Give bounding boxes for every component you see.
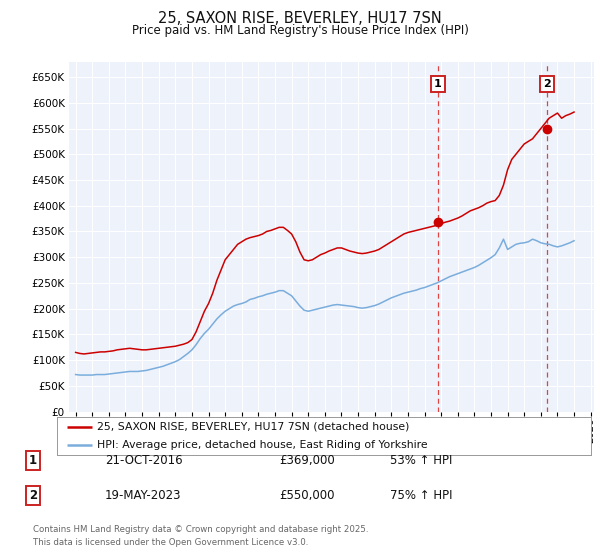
Text: 21-OCT-2016: 21-OCT-2016 bbox=[105, 454, 182, 467]
Text: Price paid vs. HM Land Registry's House Price Index (HPI): Price paid vs. HM Land Registry's House … bbox=[131, 24, 469, 36]
Text: 2: 2 bbox=[29, 489, 37, 502]
Text: HPI: Average price, detached house, East Riding of Yorkshire: HPI: Average price, detached house, East… bbox=[97, 440, 428, 450]
Text: 2: 2 bbox=[543, 80, 551, 90]
Text: 25, SAXON RISE, BEVERLEY, HU17 7SN (detached house): 25, SAXON RISE, BEVERLEY, HU17 7SN (deta… bbox=[97, 422, 409, 432]
Text: 1: 1 bbox=[29, 454, 37, 467]
Text: £369,000: £369,000 bbox=[279, 454, 335, 467]
Text: 53% ↑ HPI: 53% ↑ HPI bbox=[390, 454, 452, 467]
Text: 19-MAY-2023: 19-MAY-2023 bbox=[105, 489, 182, 502]
Text: 25, SAXON RISE, BEVERLEY, HU17 7SN: 25, SAXON RISE, BEVERLEY, HU17 7SN bbox=[158, 11, 442, 26]
Text: £550,000: £550,000 bbox=[279, 489, 335, 502]
Text: Contains HM Land Registry data © Crown copyright and database right 2025.
This d: Contains HM Land Registry data © Crown c… bbox=[33, 525, 368, 547]
Text: 75% ↑ HPI: 75% ↑ HPI bbox=[390, 489, 452, 502]
Text: 1: 1 bbox=[434, 80, 442, 90]
